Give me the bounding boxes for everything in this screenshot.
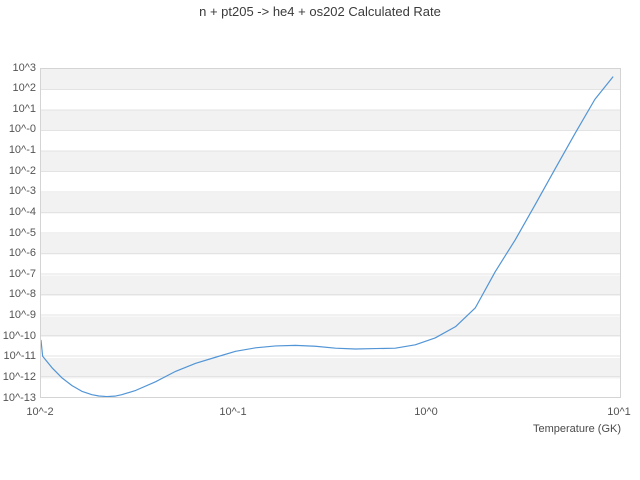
- y-tick-label: 10^-0: [8, 123, 36, 136]
- y-tick-label: 10^-5: [8, 226, 36, 239]
- x-tick-label: 10^1: [607, 406, 631, 418]
- y-tick-label: 10^-12: [2, 370, 36, 383]
- rate-curve-svg: [41, 76, 620, 397]
- y-tick-label: 10^-11: [3, 350, 36, 363]
- y-tick-label: 10^3: [12, 61, 36, 74]
- chart-title: n + pt205 -> he4 + os202 Calculated Rate: [199, 4, 441, 19]
- y-tick-label: 10^-3: [8, 185, 36, 198]
- y-tick-label: 10^-8: [8, 288, 36, 301]
- plot-area: [40, 68, 621, 398]
- y-tick-label: 10^-1: [8, 144, 36, 156]
- y-tick-label: 10^-10: [2, 329, 36, 342]
- y-tick-label: 10^-2: [8, 164, 36, 177]
- y-tick-label: 10^-7: [8, 267, 36, 280]
- x-tick-label: 10^-1: [219, 406, 247, 418]
- y-tick-label: 10^-9: [8, 309, 36, 321]
- x-axis-title: Temperature (GK): [532, 423, 621, 435]
- x-tick-label: 10^-2: [26, 406, 54, 418]
- y-tick-label: 10^-4: [8, 205, 36, 218]
- y-tick-label: 10^-6: [8, 247, 36, 260]
- y-tick-label: 10^2: [12, 82, 36, 95]
- y-tick-label: 10^1: [12, 102, 36, 115]
- x-tick-label: 10^0: [414, 406, 438, 418]
- rate-curve: [41, 76, 614, 397]
- y-tick-label: 10^-13: [2, 391, 36, 404]
